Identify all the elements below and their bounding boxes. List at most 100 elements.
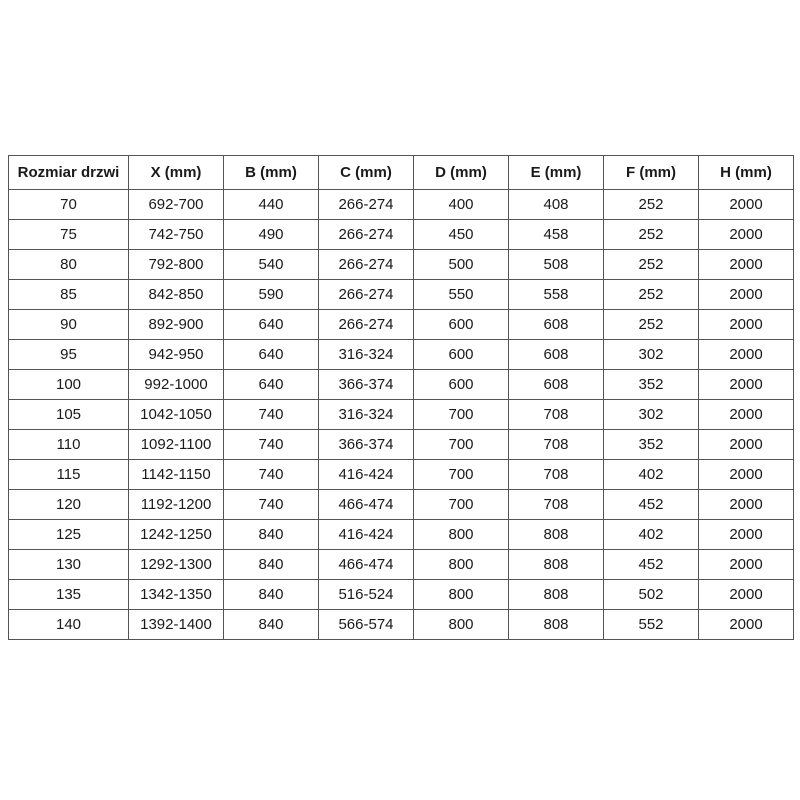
table-cell: 708: [508, 429, 604, 460]
table-cell: 252: [603, 249, 699, 280]
table-cell: 130: [8, 549, 129, 580]
table-cell: 808: [508, 609, 604, 640]
table-cell: 558: [508, 279, 604, 310]
table-cell: 302: [603, 399, 699, 430]
column-header-x-mm: X (mm): [128, 155, 224, 190]
table-cell: 1342-1350: [128, 579, 224, 610]
table-row: 105 1042-1050 740 316-324 700 708 302 2000: [8, 399, 794, 430]
table-cell: 640: [223, 309, 319, 340]
table-cell: 608: [508, 339, 604, 370]
table-cell: 742-750: [128, 219, 224, 250]
table-cell: 600: [413, 309, 509, 340]
table-cell: 2000: [698, 309, 794, 340]
table-cell: 552: [603, 609, 699, 640]
table-cell: 700: [413, 399, 509, 430]
table-cell: 608: [508, 309, 604, 340]
table-cell: 135: [8, 579, 129, 610]
table-cell: 1242-1250: [128, 519, 224, 550]
table-cell: 366-374: [318, 429, 414, 460]
table-cell: 416-424: [318, 519, 414, 550]
header-row: Rozmiar drzwi X (mm) B (mm) C (mm) D (mm…: [8, 155, 794, 190]
table-cell: 115: [8, 459, 129, 490]
table-cell: 352: [603, 429, 699, 460]
table-cell: 740: [223, 489, 319, 520]
column-header-c-mm: C (mm): [318, 155, 414, 190]
table-row: 75 742-750 490 266-274 450 458 252 2000: [8, 219, 794, 250]
table-cell: 75: [8, 219, 129, 250]
column-header-b-mm: B (mm): [223, 155, 319, 190]
table-cell: 2000: [698, 189, 794, 220]
table-cell: 120: [8, 489, 129, 520]
table-cell: 740: [223, 429, 319, 460]
table-cell: 600: [413, 339, 509, 370]
table-cell: 550: [413, 279, 509, 310]
table-cell: 566-574: [318, 609, 414, 640]
table-cell: 110: [8, 429, 129, 460]
table-cell: 70: [8, 189, 129, 220]
table-cell: 1092-1100: [128, 429, 224, 460]
table-cell: 352: [603, 369, 699, 400]
table-cell: 402: [603, 459, 699, 490]
column-header-h-mm: H (mm): [698, 155, 794, 190]
table-cell: 252: [603, 219, 699, 250]
table-cell: 708: [508, 399, 604, 430]
table-cell: 452: [603, 549, 699, 580]
table-cell: 840: [223, 549, 319, 580]
table-cell: 95: [8, 339, 129, 370]
table-cell: 2000: [698, 459, 794, 490]
table-cell: 2000: [698, 549, 794, 580]
table-cell: 800: [413, 549, 509, 580]
table-cell: 366-374: [318, 369, 414, 400]
table-cell: 608: [508, 369, 604, 400]
table-cell: 992-1000: [128, 369, 224, 400]
table-cell: 2000: [698, 219, 794, 250]
table-row: 135 1342-1350 840 516-524 800 808 502 2000: [8, 579, 794, 610]
table-cell: 2000: [698, 429, 794, 460]
table-cell: 2000: [698, 489, 794, 520]
table-cell: 600: [413, 369, 509, 400]
table-cell: 2000: [698, 249, 794, 280]
table-row: 80 792-800 540 266-274 500 508 252 2000: [8, 249, 794, 280]
table-cell: 1142-1150: [128, 459, 224, 490]
table-cell: 942-950: [128, 339, 224, 370]
table-row: 110 1092-1100 740 366-374 700 708 352 2000: [8, 429, 794, 460]
table-cell: 808: [508, 579, 604, 610]
table-cell: 266-274: [318, 249, 414, 280]
table-cell: 105: [8, 399, 129, 430]
table-cell: 125: [8, 519, 129, 550]
table-cell: 266-274: [318, 309, 414, 340]
table-cell: 740: [223, 399, 319, 430]
table-cell: 808: [508, 519, 604, 550]
table-cell: 840: [223, 579, 319, 610]
table-cell: 302: [603, 339, 699, 370]
table-cell: 266-274: [318, 279, 414, 310]
table-cell: 85: [8, 279, 129, 310]
column-header-f-mm: F (mm): [603, 155, 699, 190]
table-cell: 100: [8, 369, 129, 400]
table-cell: 800: [413, 579, 509, 610]
table-cell: 502: [603, 579, 699, 610]
table-cell: 508: [508, 249, 604, 280]
table-cell: 800: [413, 609, 509, 640]
table-cell: 2000: [698, 609, 794, 640]
table-row: 140 1392-1400 840 566-574 800 808 552 2000: [8, 609, 794, 640]
table-cell: 316-324: [318, 339, 414, 370]
table-cell: 840: [223, 519, 319, 550]
table-cell: 540: [223, 249, 319, 280]
table-cell: 1392-1400: [128, 609, 224, 640]
table-cell: 466-474: [318, 549, 414, 580]
table-body: 70 692-700 440 266-274 400 408 252 2000 75 742-75…: [8, 189, 794, 640]
table-row: 120 1192-1200 740 466-474 700 708 452 2000: [8, 489, 794, 520]
table-cell: 408: [508, 189, 604, 220]
table-cell: 2000: [698, 369, 794, 400]
table-cell: 590: [223, 279, 319, 310]
table-cell: 252: [603, 309, 699, 340]
door-size-spec-table: Rozmiar drzwi X (mm) B (mm) C (mm) D (mm…: [8, 155, 794, 640]
table-cell: 708: [508, 489, 604, 520]
table-cell: 140: [8, 609, 129, 640]
table-cell: 2000: [698, 519, 794, 550]
table-cell: 252: [603, 279, 699, 310]
table-cell: 2000: [698, 399, 794, 430]
table-cell: 466-474: [318, 489, 414, 520]
